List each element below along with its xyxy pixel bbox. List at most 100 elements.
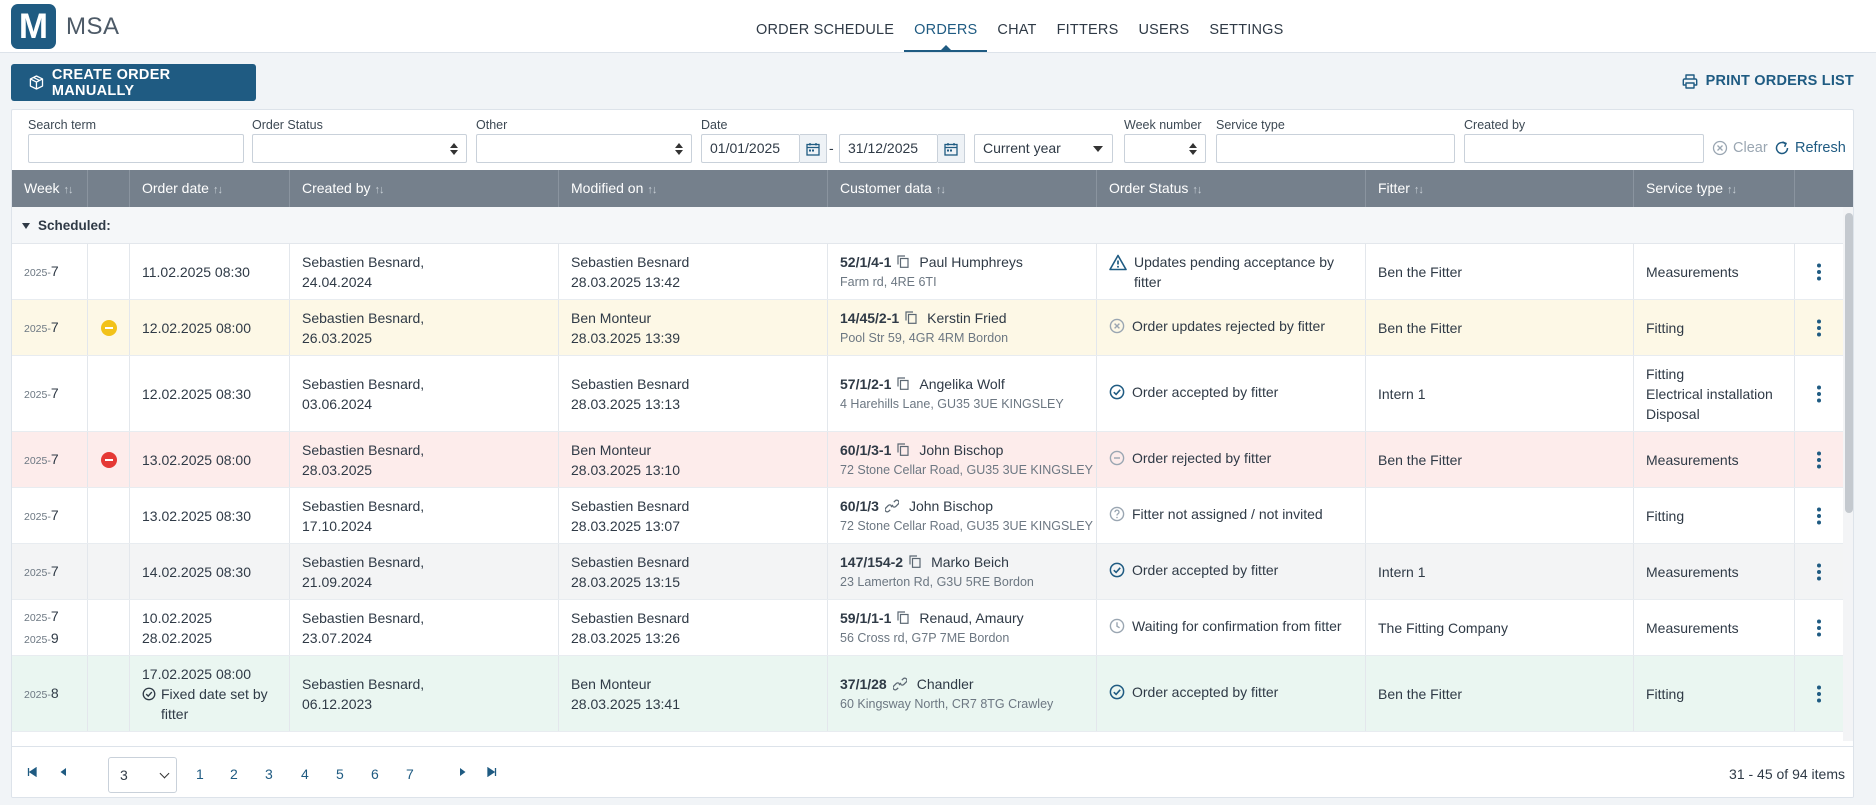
- page-number-link[interactable]: 7: [406, 766, 414, 782]
- row-menu-button[interactable]: [1795, 300, 1843, 355]
- col-service-type[interactable]: Service type ↑↓: [1634, 170, 1795, 207]
- row-menu-button[interactable]: [1795, 244, 1843, 299]
- nav-chat[interactable]: CHAT: [997, 22, 1037, 38]
- clear-filters-link[interactable]: Clear: [1712, 140, 1768, 156]
- row-menu-button[interactable]: [1795, 432, 1843, 487]
- col-order-status[interactable]: Order Status ↑↓: [1097, 170, 1366, 207]
- table-row[interactable]: 2025-7 12.02.2025 08:30 Sebastien Besnard,…: [12, 356, 1843, 432]
- col-fitter[interactable]: Fitter ↑↓: [1366, 170, 1634, 207]
- calendar-from-button[interactable]: [800, 134, 827, 163]
- created-by-name: Sebastien Besnard,: [302, 375, 425, 392]
- table-row[interactable]: 2025-7 11.02.2025 08:30 Sebastien Besnard,…: [12, 244, 1843, 300]
- scrollbar-thumb[interactable]: [1845, 213, 1853, 513]
- order-number[interactable]: 14/45/2-1: [840, 309, 900, 326]
- date-range-select[interactable]: Current year: [974, 134, 1113, 163]
- modified-on-cell: Sebastien Besnard 28.03.2025 13:42: [559, 244, 828, 299]
- page-number-link[interactable]: 2: [230, 766, 238, 782]
- last-page-button[interactable]: [487, 766, 497, 780]
- group-row-scheduled[interactable]: Scheduled:: [12, 207, 1843, 244]
- next-page-icon: [460, 768, 466, 776]
- created-by-name: Sebastien Besnard,: [302, 609, 425, 626]
- copy-icon[interactable]: [897, 443, 909, 456]
- app-logo[interactable]: M: [11, 4, 56, 49]
- last-page-icon: [487, 766, 497, 778]
- nav-fitters[interactable]: FITTERS: [1056, 22, 1119, 38]
- col-created-by[interactable]: Created by ↑↓: [290, 170, 559, 207]
- modified-by-name: Sebastien Besnard: [571, 375, 690, 392]
- copy-icon[interactable]: [897, 255, 909, 268]
- customer-cell: 60/1/3 John Bischop 72 Stone Cellar Road, …: [828, 488, 1097, 543]
- order-number[interactable]: 60/1/3: [840, 497, 879, 514]
- service-type-input[interactable]: [1216, 134, 1455, 163]
- prev-page-button[interactable]: [59, 766, 67, 780]
- nav-orders[interactable]: ORDERS: [904, 0, 988, 52]
- order-number[interactable]: 147/154-2: [840, 553, 904, 570]
- week-number-select[interactable]: [1124, 134, 1206, 163]
- order-date-cell: 13.02.2025 08:00: [130, 432, 290, 487]
- modified-date: 28.03.2025 13:39: [571, 329, 680, 346]
- nav-order-schedule[interactable]: ORDER SCHEDULE: [756, 22, 895, 38]
- order-number[interactable]: 37/1/28: [840, 675, 887, 692]
- page-number-link[interactable]: 6: [371, 766, 379, 782]
- week-year: 2025: [24, 266, 48, 279]
- create-order-button[interactable]: CREATE ORDER MANUALLY: [11, 64, 256, 101]
- customer-address: 72 Stone Cellar Road, GU35 3UE KINGSLEY: [840, 518, 1093, 533]
- col-order-date[interactable]: Order date ↑↓: [130, 170, 290, 207]
- created-by-date: 23.07.2024: [302, 629, 373, 646]
- page-number-link[interactable]: 1: [196, 766, 204, 782]
- first-page-button[interactable]: [27, 766, 37, 780]
- copy-icon[interactable]: [897, 611, 909, 624]
- row-menu-button[interactable]: [1795, 488, 1843, 543]
- col-modified-on[interactable]: Modified on ↑↓: [559, 170, 828, 207]
- fitter-cell: Intern 1: [1366, 356, 1634, 431]
- table-row[interactable]: 2025-7 2025-9 10.02.2025 28.02.2025 Sebastie…: [12, 600, 1843, 656]
- table-row[interactable]: 2025-7 12.02.2025 08:00 Sebastien Besnard,…: [12, 300, 1843, 356]
- order-number[interactable]: 60/1/3-1: [840, 441, 892, 458]
- nav-settings[interactable]: SETTINGS: [1209, 22, 1284, 38]
- indicator-cell: [88, 600, 130, 655]
- created-by-input[interactable]: [1464, 134, 1704, 163]
- page-number-link[interactable]: 4: [301, 766, 309, 782]
- next-page-button[interactable]: [459, 766, 467, 780]
- vertical-scrollbar[interactable]: [1843, 207, 1853, 741]
- row-menu-button[interactable]: [1795, 656, 1843, 731]
- copy-icon[interactable]: [909, 555, 921, 568]
- kebab-menu-icon: [1817, 263, 1821, 280]
- page-number-link[interactable]: 5: [336, 766, 344, 782]
- date-from-input[interactable]: 01/01/2025: [701, 134, 800, 163]
- customer-address: Farm rd, 4RE 6TI: [840, 274, 937, 289]
- order-number[interactable]: 59/1/1-1: [840, 609, 892, 626]
- fitter-cell: Ben the Fitter: [1366, 244, 1634, 299]
- link-icon[interactable]: [884, 499, 899, 513]
- row-menu-button[interactable]: [1795, 356, 1843, 431]
- table-row[interactable]: 2025-7 13.02.2025 08:00 Sebastien Besnard,…: [12, 432, 1843, 488]
- other-select[interactable]: [476, 134, 692, 163]
- refresh-link[interactable]: Refresh: [1774, 140, 1846, 156]
- search-input[interactable]: [28, 134, 244, 163]
- order-number[interactable]: 52/1/4-1: [840, 253, 892, 270]
- modified-date: 28.03.2025 13:13: [571, 395, 680, 412]
- row-menu-button[interactable]: [1795, 544, 1843, 599]
- customer-name: Renaud, Amaury: [919, 609, 1024, 626]
- nav-users[interactable]: USERS: [1138, 22, 1190, 38]
- copy-icon[interactable]: [897, 377, 909, 390]
- row-menu-button[interactable]: [1795, 600, 1843, 655]
- orders-table-body: 2025-7 11.02.2025 08:30 Sebastien Besnard,…: [12, 244, 1843, 797]
- page-size-select[interactable]: 3: [108, 757, 177, 793]
- date-to-input[interactable]: 31/12/2025: [839, 134, 938, 163]
- order-status-select[interactable]: [252, 134, 467, 163]
- page-number-link[interactable]: 3: [265, 766, 273, 782]
- calendar-to-button[interactable]: [938, 134, 965, 163]
- copy-icon[interactable]: [905, 311, 917, 324]
- link-icon[interactable]: [892, 677, 907, 691]
- x-circle-icon: [1109, 318, 1125, 339]
- order-number[interactable]: 57/1/2-1: [840, 375, 892, 392]
- table-row[interactable]: 2025-7 13.02.2025 08:30 Sebastien Besnard,…: [12, 488, 1843, 544]
- check-circle-icon: [142, 686, 156, 706]
- col-week[interactable]: Week ↑↓: [12, 170, 88, 207]
- print-orders-link[interactable]: PRINT ORDERS LIST: [1682, 73, 1854, 89]
- col-customer-data[interactable]: Customer data ↑↓: [828, 170, 1097, 207]
- table-row[interactable]: 2025-8 17.02.2025 08:00 Fixed date set by …: [12, 656, 1843, 732]
- collapse-triangle-icon[interactable]: [22, 223, 30, 230]
- table-row[interactable]: 2025-7 14.02.2025 08:30 Sebastien Besnard,…: [12, 544, 1843, 600]
